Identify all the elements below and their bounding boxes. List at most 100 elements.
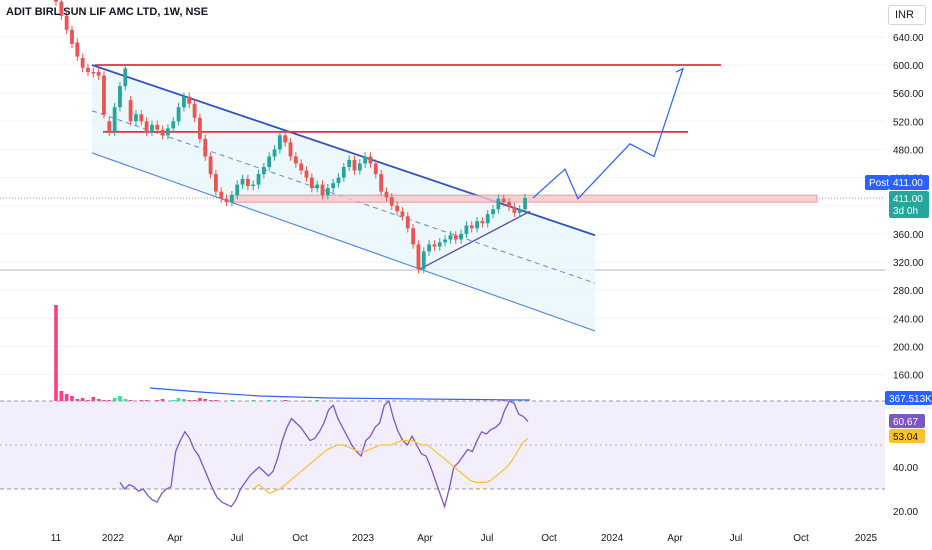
post-badge-bg — [865, 175, 889, 190]
time-tick-label: 2023 — [352, 533, 375, 544]
price-tick-label: 280.00 — [893, 286, 924, 297]
candle-body — [139, 114, 144, 122]
candle-body — [432, 244, 437, 247]
candle-body — [373, 163, 378, 175]
rsi-band — [0, 401, 885, 489]
projection-path — [532, 67, 685, 200]
candle-body — [107, 121, 112, 132]
volume-badge-bg — [885, 391, 932, 405]
candle-body — [363, 156, 368, 164]
rsi-pane — [0, 399, 885, 509]
candle-body — [405, 216, 410, 229]
price-tick-label: 240.00 — [893, 314, 924, 325]
rsi-tick-label: 40.00 — [893, 463, 918, 474]
candle-body — [245, 178, 250, 187]
candle-body — [160, 129, 165, 136]
time-tick-label: Jul — [481, 533, 494, 544]
candlesticks — [54, 0, 527, 274]
candle-body — [91, 72, 96, 74]
price-badge-bg — [889, 191, 929, 218]
candle-body — [501, 198, 506, 203]
candle-body — [421, 251, 426, 270]
candle-body — [166, 128, 170, 136]
price-tick-label: 200.00 — [893, 342, 924, 353]
candle-body — [315, 184, 320, 189]
candle-body — [507, 202, 511, 208]
candle-body — [155, 124, 160, 130]
candle-body — [411, 228, 416, 245]
candle-body — [150, 124, 154, 132]
time-tick-label: 2025 — [855, 533, 878, 544]
candle-body — [261, 167, 266, 175]
candle-body — [123, 68, 128, 87]
candle-body — [80, 57, 85, 68]
candle-body — [54, 0, 58, 2]
candle-body — [176, 107, 181, 122]
candle-body — [512, 207, 517, 213]
time-tick-label: Oct — [541, 533, 557, 544]
candle-body — [293, 156, 298, 164]
candle-body — [416, 244, 421, 270]
last-price-badge-bg — [889, 175, 929, 190]
candle-body — [453, 235, 458, 240]
post-badge-label: Post — [869, 178, 889, 189]
rsi-badge-bg — [889, 414, 925, 428]
volume-badge: 367.513K — [889, 394, 932, 405]
price-axis: 640.00600.00560.00520.00480.00440.00400.… — [893, 33, 924, 518]
candle-body — [448, 235, 453, 240]
candle-body — [517, 209, 522, 213]
candle-body — [389, 197, 394, 206]
candle-body — [480, 221, 485, 224]
candle-body — [400, 211, 405, 217]
candle-body — [437, 242, 442, 247]
candle-body — [59, 1, 64, 16]
time-tick-label: 2022 — [102, 533, 125, 544]
channel-upper-line — [91, 64, 596, 237]
channel-lower-line — [91, 152, 596, 332]
candle-body — [256, 174, 261, 185]
candle-body — [235, 184, 240, 196]
candle-body — [288, 142, 293, 157]
candle-body — [102, 75, 106, 115]
candle-body — [368, 156, 373, 164]
rsi-ma-badge: 53.04 — [893, 432, 918, 443]
candle-body — [118, 86, 122, 108]
candle-body — [75, 42, 80, 57]
candle-body — [299, 163, 304, 171]
time-tick-label: 2024 — [601, 533, 624, 544]
candle-body — [267, 156, 272, 168]
rsi-badge: 60.67 — [893, 417, 918, 428]
candle-body — [251, 184, 256, 187]
candle-body — [469, 225, 474, 229]
candle-body — [485, 214, 490, 224]
time-tick-label: 11 — [51, 533, 62, 544]
candle-body — [352, 159, 357, 171]
candle-body — [304, 170, 309, 178]
candle-body — [182, 96, 186, 108]
candle-body — [128, 100, 133, 122]
price-tick-label: 520.00 — [893, 117, 924, 128]
candle-body — [331, 183, 336, 189]
candle-body — [187, 96, 192, 104]
volume-bars — [54, 305, 531, 405]
candle-body — [214, 174, 218, 192]
last-price-badge: 411.00 — [893, 178, 923, 189]
candle-body — [384, 191, 389, 198]
candle-body — [64, 15, 69, 30]
candle-body — [70, 29, 74, 44]
candle-body — [198, 117, 202, 139]
currency-selector[interactable]: INR — [888, 5, 926, 25]
candle-body — [475, 221, 479, 229]
candle-body — [379, 174, 384, 192]
volume-ma-line — [149, 387, 531, 401]
candle-body — [96, 72, 101, 76]
candle-body — [112, 107, 117, 132]
rsi-ma-line — [253, 437, 529, 495]
candle-body — [336, 177, 341, 184]
candle-body — [395, 205, 400, 212]
volume-bar — [64, 394, 69, 405]
candle-body — [523, 197, 527, 210]
rsi-ma-badge-bg — [889, 429, 925, 443]
price-badge-value: 411.00 — [893, 194, 923, 205]
